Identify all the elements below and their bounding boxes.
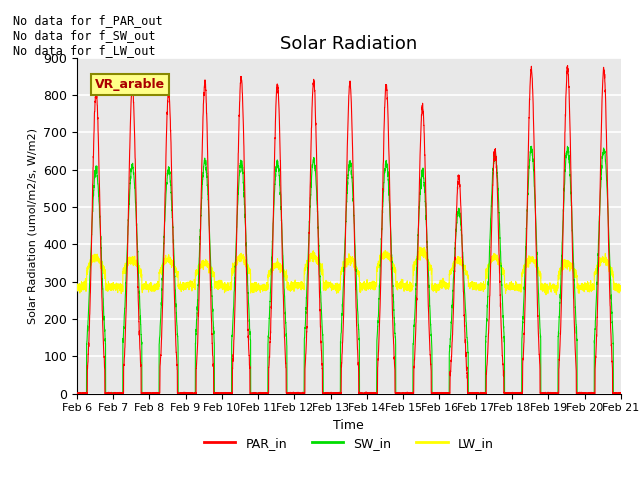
Legend: PAR_in, SW_in, LW_in: PAR_in, SW_in, LW_in <box>199 432 499 455</box>
X-axis label: Time: Time <box>333 419 364 432</box>
Y-axis label: Solar Radiation (umol/m2/s, W/m2): Solar Radiation (umol/m2/s, W/m2) <box>28 128 38 324</box>
Text: No data for f_PAR_out
No data for f_SW_out
No data for f_LW_out: No data for f_PAR_out No data for f_SW_o… <box>13 14 163 58</box>
Title: Solar Radiation: Solar Radiation <box>280 35 417 53</box>
Text: VR_arable: VR_arable <box>95 78 165 91</box>
